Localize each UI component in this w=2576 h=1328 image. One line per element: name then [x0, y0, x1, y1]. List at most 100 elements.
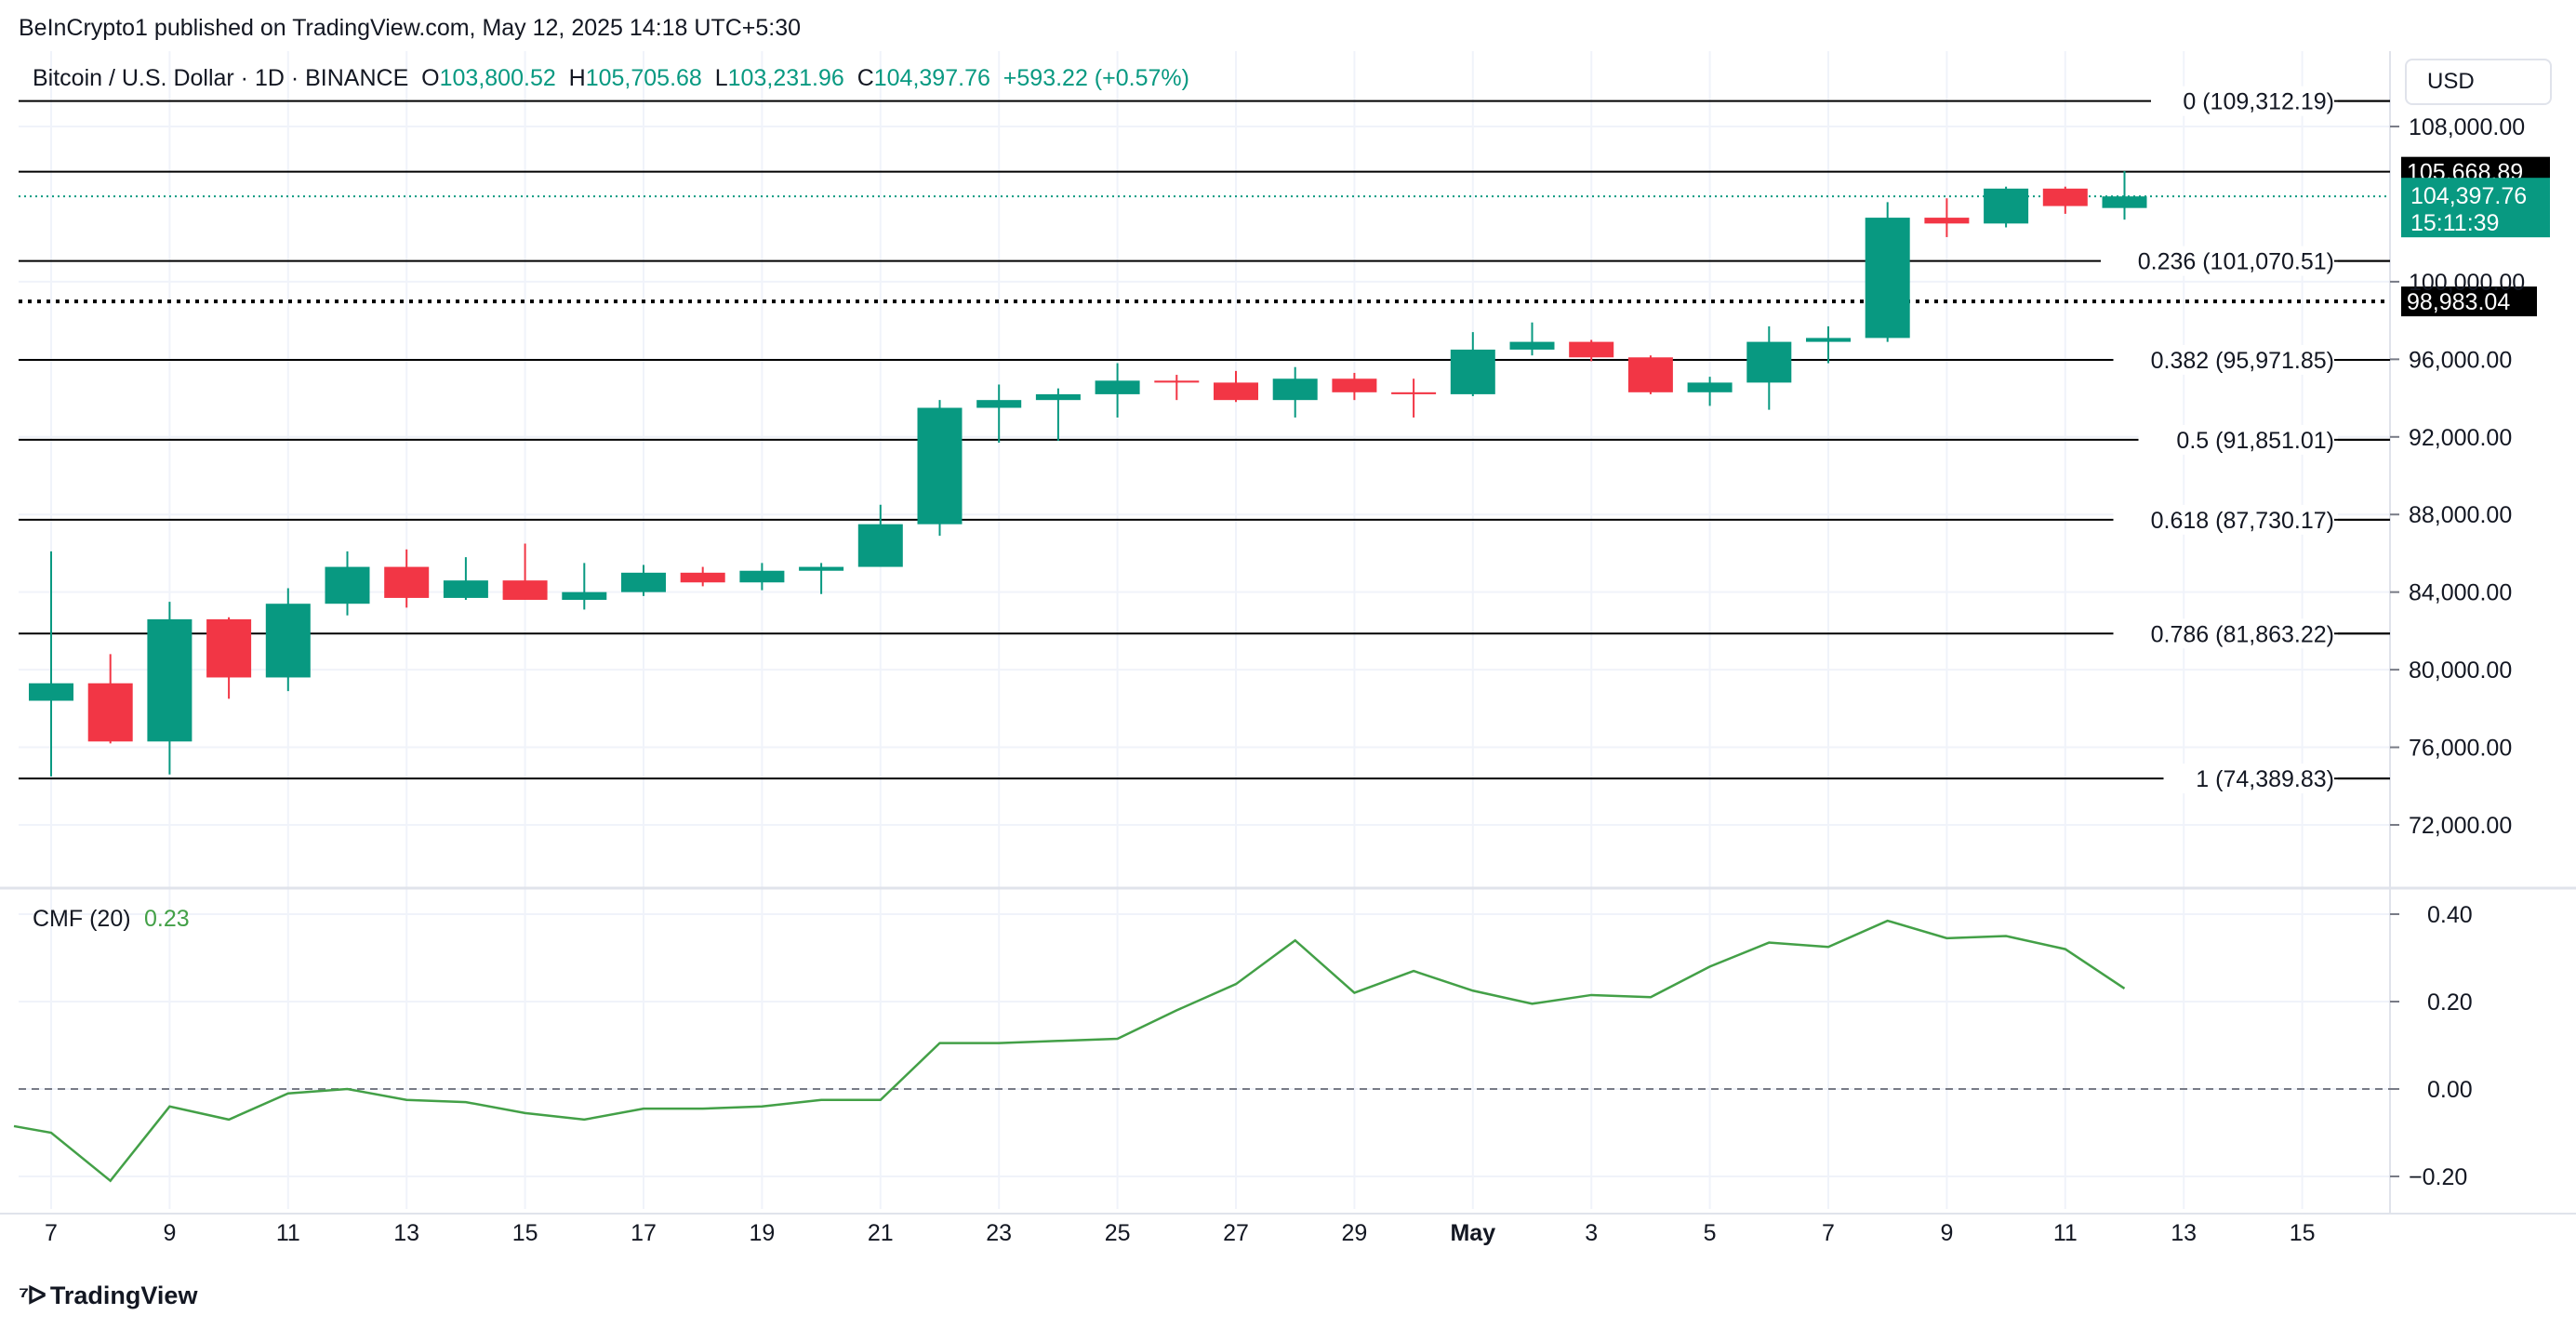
- price-axis-label: 80,000.00: [2409, 657, 2512, 684]
- symbol-title: Bitcoin / U.S. Dollar · 1D · BINANCE: [33, 65, 409, 91]
- fib-label-background: [2151, 86, 2338, 116]
- fib-label-background: [2101, 246, 2338, 276]
- time-axis-label: 11: [2053, 1220, 2078, 1246]
- candle-down: [1924, 218, 1970, 224]
- time-axis-label: 7: [45, 1220, 58, 1246]
- candle-down: [206, 618, 252, 678]
- candle-down: [1391, 392, 1437, 394]
- high-label: H: [568, 65, 586, 91]
- candle-up: [739, 570, 785, 583]
- price-axis-label: 92,000.00: [2409, 425, 2512, 451]
- time-axis-label: 25: [1105, 1220, 1131, 1246]
- candle-up: [1509, 341, 1555, 350]
- time-axis-label: 27: [1223, 1220, 1249, 1246]
- cmf-axis-label: 0.40: [2427, 902, 2473, 928]
- candle-up: [1865, 218, 1910, 339]
- candle-up: [799, 566, 844, 571]
- tradingview-logo-text: TradingView: [49, 1282, 198, 1309]
- candle-up: [265, 604, 311, 678]
- fib-label-background: [2163, 764, 2338, 794]
- price-axis-label: 100,000.00: [2409, 270, 2525, 296]
- candle-down: [1627, 357, 1673, 392]
- candle-up: [1035, 393, 1081, 401]
- cmf-axis-label: −0.20: [2409, 1164, 2467, 1190]
- candle-up: [857, 524, 903, 567]
- tradingview-logo-icon: ⁷ᐅ: [19, 1282, 46, 1309]
- cmf-title: CMF (20): [33, 906, 131, 932]
- time-axis-label: 17: [631, 1220, 657, 1246]
- candle-down: [1332, 378, 1377, 392]
- candle-up: [621, 572, 666, 592]
- candle-down: [1569, 341, 1614, 358]
- fib-level-label: 0.786 (81,863.22): [2151, 621, 2334, 647]
- time-axis-label: 13: [393, 1220, 419, 1246]
- time-axis-label: 29: [1341, 1220, 1367, 1246]
- candle-up: [325, 566, 370, 604]
- candle-up: [976, 400, 1022, 408]
- candle-up: [1687, 382, 1733, 392]
- candle-up: [1450, 349, 1495, 394]
- candle-down: [1154, 380, 1200, 383]
- time-axis-label: 11: [276, 1220, 300, 1246]
- candle-up: [917, 407, 963, 525]
- time-axis-label: May: [1450, 1220, 1495, 1246]
- low-label: L: [714, 65, 728, 91]
- currency-button[interactable]: USD: [2405, 59, 2552, 105]
- candle-down: [680, 572, 725, 583]
- fib-label-background: [2113, 344, 2338, 375]
- close-value: 104,397.76: [873, 65, 990, 91]
- candle-countdown: 15:11:39: [2410, 210, 2499, 236]
- price-axis-label: 88,000.00: [2409, 502, 2512, 528]
- last-price-label: 104,397.76: [2410, 183, 2527, 209]
- candle-up: [1806, 338, 1851, 342]
- time-axis-label: 15: [512, 1220, 538, 1246]
- candle-up: [29, 683, 73, 701]
- fib-label-background: [2113, 618, 2338, 649]
- cmf-axis-label: 0.00: [2427, 1077, 2473, 1103]
- close-label: C: [856, 65, 874, 91]
- low-value: 103,231.96: [727, 65, 844, 91]
- price-axis-label: 72,000.00: [2409, 813, 2512, 839]
- candle-up: [1984, 188, 2029, 224]
- time-axis-label: 3: [1585, 1220, 1598, 1246]
- fib-level-label: 0.5 (91,851.01): [2176, 428, 2334, 454]
- candle-down: [384, 566, 430, 598]
- fib-label-background: [2113, 504, 2338, 535]
- cmf-value: 0.23: [144, 906, 190, 932]
- fib-level-label: 0.618 (87,730.17): [2151, 508, 2334, 534]
- fib-level-label: 1 (74,389.83): [2196, 766, 2334, 792]
- candle-up: [443, 580, 488, 598]
- candle-down: [1214, 382, 1258, 401]
- candle-up: [1272, 378, 1318, 401]
- change-value: +593.22 (+0.57%): [1003, 65, 1189, 91]
- horizontal-line-price-tag: [2401, 286, 2537, 317]
- candle-down: [502, 580, 548, 601]
- time-axis-label: 13: [2171, 1220, 2197, 1246]
- price-axis-label: 76,000.00: [2409, 736, 2512, 762]
- cmf-axis-label: 0.20: [2427, 989, 2473, 1016]
- time-axis-label: 9: [163, 1220, 176, 1246]
- time-axis-label: 23: [986, 1220, 1012, 1246]
- cmf-series-line: [13, 919, 2126, 1183]
- time-axis-label: 19: [749, 1220, 775, 1246]
- time-axis-label: 21: [868, 1220, 894, 1246]
- candle-up: [1095, 380, 1140, 394]
- candle-down: [2042, 188, 2088, 206]
- fib-label-background: [2138, 424, 2338, 455]
- publisher-line: BeInCrypto1 published on TradingView.com…: [19, 15, 802, 41]
- fib-level-label: 0 (109,312.19): [2183, 89, 2334, 115]
- open-label: O: [421, 65, 440, 91]
- candle-up: [2102, 196, 2147, 208]
- ohlc-header: Bitcoin / U.S. Dollar · 1D · BINANCE O10…: [33, 65, 1189, 92]
- fib-level-label: 0.382 (95,971.85): [2151, 348, 2334, 374]
- open-value: 103,800.52: [439, 65, 556, 91]
- candle-up: [1746, 341, 1792, 383]
- horizontal-line-price-label: 98,983.04: [2407, 289, 2510, 315]
- last-price-tag: [2401, 178, 2550, 238]
- time-axis-label: 7: [1822, 1220, 1835, 1246]
- high-value: 105,705.68: [585, 65, 702, 91]
- time-axis-label: 9: [1940, 1220, 1953, 1246]
- price-axis-label: 108,000.00: [2409, 114, 2525, 140]
- candle-up: [562, 591, 607, 601]
